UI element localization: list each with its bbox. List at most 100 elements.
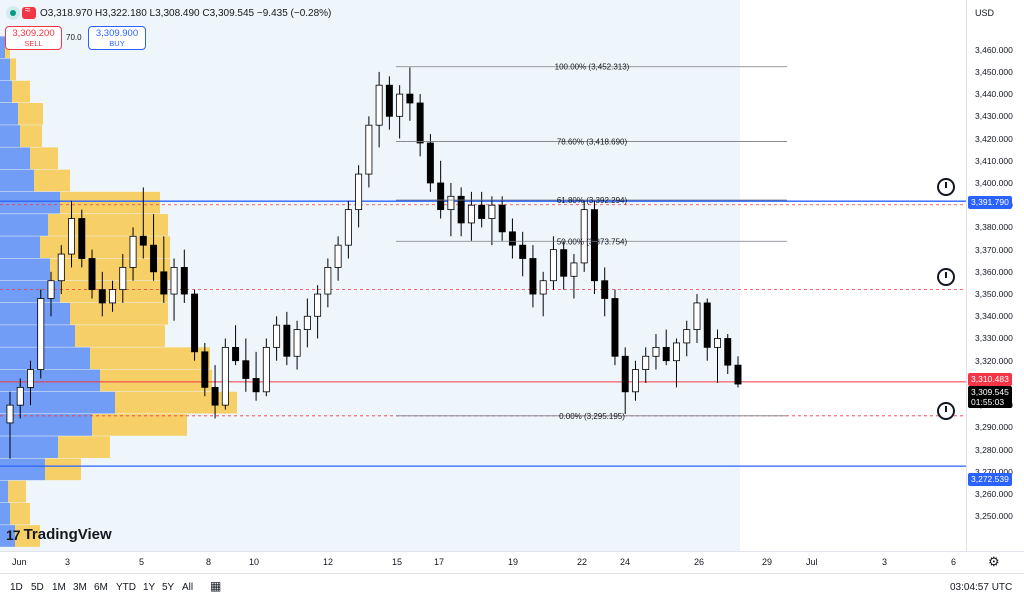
legend-high: H3,322.180 <box>95 7 147 19</box>
price-tick: 3,350.000 <box>975 289 1013 300</box>
candle-body <box>334 244 342 268</box>
candle-body <box>201 351 209 388</box>
alert-clock-icon[interactable] <box>937 178 955 196</box>
volume-profile-buy-bar <box>0 102 18 125</box>
last-price-tag: 3,309.545 01:55:03 <box>968 386 1012 408</box>
visibility-icon[interactable] <box>22 5 36 19</box>
date-tick: 29 <box>762 557 773 567</box>
candle-body <box>703 302 711 348</box>
price-tick: 3,320.000 <box>975 355 1013 366</box>
settings-gear-icon[interactable]: ⚙ <box>988 554 1000 569</box>
volume-profile-buy-bar <box>0 502 10 525</box>
candle-body <box>652 346 660 357</box>
date-range-calendar-icon[interactable]: ▦ <box>210 579 222 593</box>
price-tick: 3,330.000 <box>975 333 1013 344</box>
volume-profile-buy-bar <box>0 125 20 147</box>
lower-line-tag: 3,272.539 <box>968 473 1012 486</box>
alert-clock-icon[interactable] <box>937 268 955 286</box>
fib-level-label: 0.00% (3,295.195) <box>559 412 625 421</box>
candle-body <box>293 329 301 357</box>
candle-body <box>590 209 598 282</box>
candle-body <box>16 386 24 406</box>
candle-body <box>6 404 14 424</box>
currency-label[interactable]: USD <box>975 8 995 18</box>
alert-clock-icon[interactable] <box>937 402 955 420</box>
range-3m-button[interactable]: 3M <box>73 582 87 593</box>
chart-plot-area[interactable]: 100.00% (3,452.313) 78.60% (3,418.690) 61.… <box>0 0 966 551</box>
range-ytd-button[interactable]: YTD <box>116 582 136 593</box>
range-6m-button[interactable]: 6M <box>94 582 108 593</box>
volume-profile-buy-bar <box>0 525 15 547</box>
price-axis[interactable]: USD 3,460.000 3,450.000 3,440.000 3,430.000… <box>966 0 1024 551</box>
price-tick: 3,280.000 <box>975 444 1013 455</box>
candle-body <box>724 338 732 366</box>
candle-body <box>303 315 311 330</box>
candle-body <box>693 302 701 330</box>
upper-line-tag: 3,391.790 <box>968 196 1012 209</box>
candle-body <box>457 195 465 224</box>
volume-profile-buy-bar <box>0 191 60 214</box>
candle-body <box>88 258 96 291</box>
volume-profile-sell-bar <box>10 502 30 525</box>
volume-profile-buy-bar <box>0 214 48 236</box>
range-1d-button[interactable]: 1D <box>10 582 23 593</box>
volume-profile-buy-bar <box>0 36 5 59</box>
date-tick: 26 <box>694 557 705 567</box>
range-5y-button[interactable]: 5Y <box>162 582 175 593</box>
volume-profile-buy-bar <box>0 391 115 414</box>
candle-body <box>262 346 270 393</box>
price-tick: 3,360.000 <box>975 266 1013 277</box>
volume-profile-sell-bar <box>15 525 40 547</box>
candle-body <box>416 102 424 144</box>
buy-button[interactable]: 3,309.900 BUY <box>88 26 146 50</box>
volume-profile-sell-bar <box>10 58 16 81</box>
candle-body <box>273 324 281 348</box>
date-tick: 24 <box>620 557 631 567</box>
range-5d-button[interactable]: 5D <box>31 582 44 593</box>
candle-body <box>580 209 588 264</box>
spread-value: 70.0 <box>66 33 82 42</box>
candle-body <box>508 231 516 246</box>
utc-clock[interactable]: 03:04:57 UTC <box>950 582 1013 593</box>
volume-profile-buy-bar <box>0 236 40 259</box>
range-1m-button[interactable]: 1M <box>52 582 66 593</box>
price-tick: 3,370.000 <box>975 244 1013 255</box>
candle-body <box>549 249 557 282</box>
candlestick-chart[interactable]: 100.00% (3,452.313) 78.60% (3,418.690) 61.… <box>0 0 966 551</box>
date-tick: Jul <box>806 557 818 567</box>
range-toolbar: 1D 5D 1M 3M 6M YTD 1Y 5Y All ▦ 03:04:57 … <box>0 573 1024 601</box>
volume-profile-sell-bar <box>12 80 30 103</box>
time-axis[interactable]: Jun 3 5 8 10 12 15 17 19 22 24 26 29 Jul… <box>0 551 1024 573</box>
candle-body <box>642 355 650 370</box>
candle-body <box>314 293 322 317</box>
date-tick: 3 <box>882 557 888 567</box>
price-tick: 3,380.000 <box>975 222 1013 233</box>
candle-body <box>252 378 260 393</box>
volume-profile-buy-bar <box>0 347 90 370</box>
buy-price: 3,309.900 <box>95 28 139 39</box>
volume-profile-buy-bar <box>0 458 45 481</box>
volume-profile-sell-bar <box>34 169 70 192</box>
date-tick: 22 <box>577 557 588 567</box>
candle-body <box>283 324 291 357</box>
price-tick: 3,260.000 <box>975 489 1013 499</box>
tradingview-logo[interactable]: 17 TradingView <box>6 526 112 543</box>
sell-button[interactable]: 3,309.200 SELL <box>5 26 62 50</box>
candle-body <box>406 93 414 104</box>
candle-body <box>109 289 117 304</box>
volume-profile-sell-bar <box>115 391 237 414</box>
fib-level-label: 50.00% (3,373.754) <box>557 237 628 246</box>
volume-profile-buy-bar <box>0 480 8 503</box>
candle-body <box>180 266 188 295</box>
candle-body <box>98 289 106 304</box>
range-1y-button[interactable]: 1Y <box>143 582 156 593</box>
candle-body <box>242 360 250 379</box>
candle-body <box>673 342 680 362</box>
tradingview-mark-icon: 17 <box>6 526 21 543</box>
date-tick: 15 <box>392 557 403 567</box>
candle-body <box>683 329 691 344</box>
buy-label: BUY <box>109 39 125 48</box>
date-tick: 5 <box>139 557 145 567</box>
legend-close: C3,309.545 <box>202 7 255 19</box>
range-all-button[interactable]: All <box>182 582 194 593</box>
